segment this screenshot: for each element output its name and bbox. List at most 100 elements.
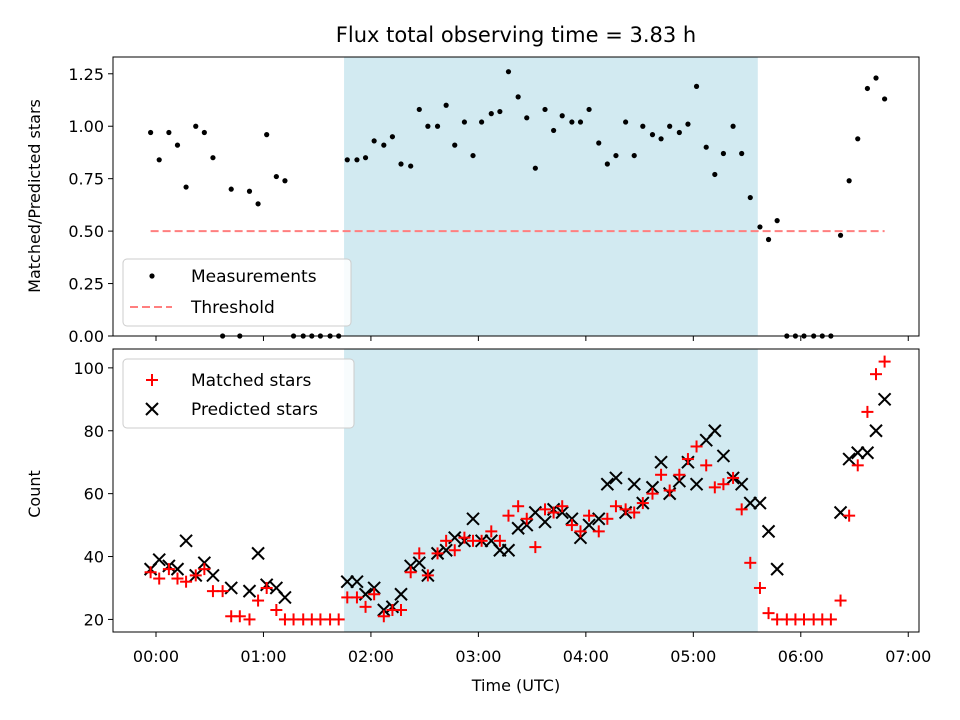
matched-point	[421, 569, 434, 582]
predicted-point	[565, 512, 579, 526]
measurement-point	[156, 157, 162, 163]
measurement-point	[264, 132, 270, 138]
matched-point	[753, 581, 766, 594]
predicted-point	[627, 477, 641, 491]
x-tick-label: 04:00	[563, 647, 609, 666]
matched-point	[270, 603, 283, 616]
measurement-point	[730, 123, 736, 129]
matched-point	[260, 581, 273, 594]
y-tick-label: 60	[84, 485, 104, 504]
measurement-point	[479, 119, 485, 125]
predicted-point	[278, 590, 292, 605]
matched-point	[512, 500, 525, 513]
measurement-points	[148, 69, 888, 339]
measurement-point	[712, 171, 718, 178]
measurement-point	[282, 178, 288, 184]
predicted-point	[869, 424, 883, 438]
legend-matched-label: Matched stars	[191, 371, 311, 391]
predicted-point	[206, 568, 220, 583]
matched-point	[216, 585, 229, 598]
predicted-point	[394, 587, 408, 601]
predicted-point	[367, 581, 381, 595]
top-panel: Flux total observing time = 3.83 h 0.000…	[25, 23, 920, 346]
y-tick-label: 0.50	[68, 222, 104, 241]
predicted-point	[743, 496, 757, 510]
matched-point	[870, 368, 883, 381]
measurement-point	[855, 136, 861, 142]
y-tick-label: 40	[84, 548, 104, 567]
measurement-point	[649, 132, 656, 138]
measurement-point	[362, 155, 369, 161]
matched-point	[547, 506, 560, 519]
measurement-point	[720, 150, 727, 157]
predicted-point	[851, 446, 865, 460]
matched-point	[878, 355, 891, 368]
measurement-point	[488, 111, 494, 117]
measurement-point	[461, 119, 468, 125]
measurement-point	[193, 123, 199, 129]
predicted-point	[251, 546, 265, 561]
measurement-point	[774, 218, 780, 224]
measurement-point	[371, 138, 377, 144]
measurement-point	[166, 129, 172, 136]
y-tick-label: 0.00	[68, 327, 104, 346]
matched-point	[583, 509, 596, 522]
y-tick-label: 100	[73, 359, 104, 378]
predicted-point	[672, 474, 687, 488]
matched-point	[332, 613, 345, 626]
legend-matched-marker	[146, 374, 158, 386]
matched-point	[198, 563, 211, 576]
predicted-point	[753, 496, 767, 510]
matched-point	[727, 471, 740, 484]
measurement-point	[532, 165, 538, 171]
measurement-point	[577, 119, 584, 125]
measurement-point	[559, 113, 565, 119]
matched-point	[565, 519, 578, 532]
y-tick-label: 1.00	[68, 117, 104, 136]
measurement-point	[389, 134, 396, 140]
measurement-point	[765, 236, 772, 243]
measurement-point	[757, 224, 763, 230]
bottom-y-axis-label: Count	[25, 470, 44, 518]
measurement-point	[551, 127, 557, 134]
matched-point	[592, 525, 605, 538]
measurement-point	[604, 161, 610, 167]
measurement-point	[882, 96, 888, 102]
matched-point	[539, 503, 552, 516]
matched-point	[243, 613, 256, 626]
x-tick-label: 07:00	[885, 647, 931, 666]
matched-point	[681, 453, 694, 466]
matched-point	[708, 481, 721, 494]
matched-point	[520, 512, 533, 525]
predicted-point	[511, 521, 525, 535]
matched-point	[359, 600, 372, 613]
measurement-point	[596, 140, 602, 146]
matched-point	[368, 588, 381, 601]
predicted-point	[350, 574, 364, 589]
bottom-x-ticks: 00:00 01:00 02:00 03:00 04:00 05:00 06:00 07:00	[133, 632, 931, 666]
predicted-point	[538, 515, 552, 529]
predicted-point	[645, 480, 660, 495]
measurement-point	[658, 136, 664, 142]
matched-point	[458, 531, 471, 544]
matched-point	[556, 500, 569, 513]
predicted-point	[770, 562, 784, 576]
predicted-point	[654, 455, 668, 469]
predicted-point	[170, 562, 185, 576]
matched-point	[717, 478, 730, 491]
bottom-legend: Matched stars Predicted stars	[122, 358, 355, 429]
measurement-point	[174, 142, 181, 148]
measurement-point	[640, 123, 646, 129]
measurement-point	[354, 157, 360, 163]
measurement-point	[515, 94, 521, 100]
measurement-point	[864, 85, 871, 92]
predicted-point	[734, 477, 749, 491]
top-legend-box	[122, 258, 352, 327]
matched-point	[700, 459, 713, 472]
x-tick-label: 02:00	[348, 647, 394, 666]
measurement-point	[344, 157, 350, 163]
measurement-point	[747, 194, 753, 201]
measurement-point	[443, 102, 449, 108]
matched-point	[395, 603, 408, 616]
